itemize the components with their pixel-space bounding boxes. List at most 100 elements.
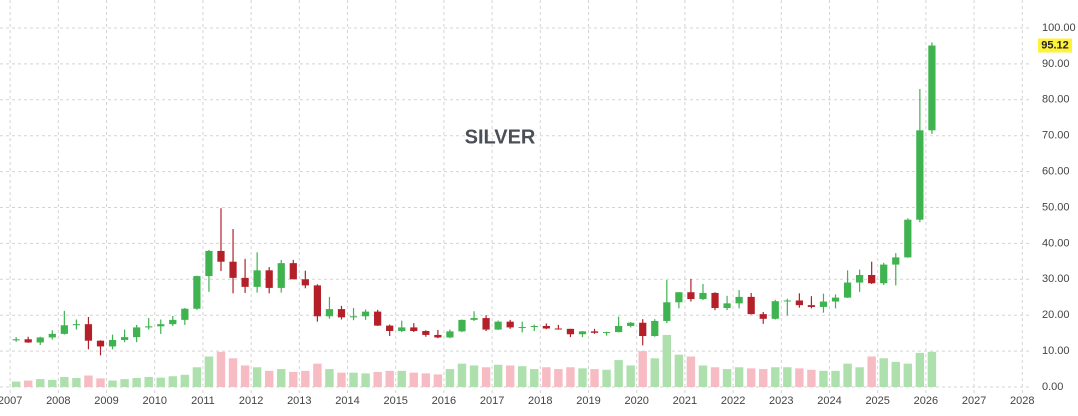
candle-body bbox=[169, 319, 177, 325]
candle-body bbox=[783, 300, 791, 302]
volume-bar bbox=[301, 370, 310, 387]
volume-bar bbox=[614, 360, 623, 387]
volume-bar bbox=[879, 358, 888, 387]
candle-body bbox=[96, 340, 105, 347]
volume-bars bbox=[11, 334, 937, 387]
candle-body bbox=[506, 321, 514, 328]
candle-body bbox=[205, 250, 213, 277]
volume-bar bbox=[795, 368, 804, 387]
x-tick-label: 2016 bbox=[432, 395, 456, 407]
volume-bar bbox=[686, 356, 696, 387]
volume-bar bbox=[710, 367, 720, 387]
volume-bar bbox=[180, 374, 190, 387]
volume-bar bbox=[385, 370, 394, 387]
candle-body bbox=[133, 327, 141, 338]
volume-bar bbox=[927, 351, 937, 387]
candle-body bbox=[265, 270, 273, 288]
candle-body bbox=[566, 328, 575, 335]
candle-body bbox=[554, 328, 562, 330]
candle-body bbox=[301, 279, 309, 286]
y-tick-label: 20.00 bbox=[1042, 309, 1070, 321]
x-tick-label: 2010 bbox=[142, 395, 166, 407]
volume-bar bbox=[108, 380, 117, 387]
candle-body bbox=[542, 325, 550, 329]
y-tick-label: 10.00 bbox=[1042, 345, 1070, 357]
volume-bar bbox=[264, 370, 274, 387]
y-tick-label: 80.00 bbox=[1042, 94, 1070, 106]
candle-body bbox=[24, 339, 32, 343]
volume-bar bbox=[361, 373, 370, 387]
volume-bar bbox=[891, 361, 900, 387]
volume-bar bbox=[819, 370, 828, 387]
volume-bar bbox=[722, 369, 732, 387]
candle-body bbox=[639, 322, 647, 337]
candle-body bbox=[434, 334, 442, 338]
candle-body bbox=[120, 337, 129, 340]
volume-bar bbox=[469, 365, 479, 387]
volume-bar bbox=[96, 378, 105, 387]
volume-bar bbox=[650, 358, 659, 387]
candle-body bbox=[422, 330, 430, 335]
y-tick-label: 0.00 bbox=[1042, 381, 1063, 393]
candle-body bbox=[771, 301, 779, 319]
volume-bar bbox=[277, 369, 286, 387]
volume-bar bbox=[759, 369, 768, 387]
candle-body bbox=[868, 274, 876, 284]
candle-body bbox=[747, 296, 755, 315]
candle-body bbox=[675, 292, 683, 303]
y-tick-label: 30.00 bbox=[1042, 273, 1070, 285]
candle-body bbox=[831, 297, 840, 302]
x-tick-label: 2007 bbox=[0, 395, 22, 407]
candle-body bbox=[410, 327, 418, 331]
x-tick-label: 2021 bbox=[673, 395, 697, 407]
candle-body bbox=[325, 309, 334, 317]
candle-body bbox=[590, 331, 599, 333]
candle-body bbox=[687, 292, 695, 300]
x-tick-label: 2028 bbox=[1010, 395, 1034, 407]
volume-bar bbox=[903, 363, 913, 387]
candle-body bbox=[217, 250, 225, 262]
candle-body bbox=[337, 309, 346, 318]
volume-bar bbox=[445, 369, 455, 387]
candle-body bbox=[578, 331, 587, 335]
volume-bar bbox=[156, 377, 165, 387]
volume-bar bbox=[518, 366, 527, 387]
volume-bar bbox=[734, 367, 744, 387]
candle-body bbox=[843, 282, 852, 298]
x-tick-label: 2013 bbox=[287, 395, 311, 407]
candle-body bbox=[157, 324, 165, 327]
volume-bar bbox=[783, 367, 792, 387]
volume-bar bbox=[590, 369, 599, 387]
volume-bar bbox=[481, 367, 491, 387]
candle-body bbox=[181, 308, 189, 320]
candle-body bbox=[277, 263, 285, 288]
volume-bar bbox=[120, 379, 129, 387]
volume-bar bbox=[72, 378, 81, 387]
candle-body bbox=[446, 331, 454, 338]
candle-body bbox=[386, 325, 394, 331]
candle-body bbox=[759, 314, 767, 319]
candle-body bbox=[12, 339, 20, 341]
volume-bar bbox=[132, 378, 141, 387]
candle-body bbox=[313, 285, 322, 317]
volume-bar bbox=[831, 370, 840, 387]
y-tick-label: 60.00 bbox=[1042, 166, 1070, 178]
volume-bar bbox=[289, 371, 298, 387]
candle-body bbox=[735, 296, 743, 304]
volume-bar bbox=[542, 367, 551, 387]
volume-bar bbox=[60, 376, 69, 387]
volume-bar bbox=[626, 365, 635, 387]
volume-bar bbox=[698, 365, 708, 387]
candle-body bbox=[916, 130, 924, 220]
volume-bar bbox=[662, 334, 672, 387]
volume-bar bbox=[373, 371, 382, 387]
volume-bar bbox=[192, 367, 202, 387]
candle-body bbox=[374, 311, 382, 326]
candle-body bbox=[361, 311, 370, 317]
x-tick-label: 2011 bbox=[191, 395, 215, 407]
candle-body bbox=[518, 327, 526, 329]
volume-bar bbox=[397, 370, 406, 387]
x-tick-label: 2008 bbox=[46, 395, 70, 407]
x-tick-label: 2017 bbox=[480, 395, 504, 407]
